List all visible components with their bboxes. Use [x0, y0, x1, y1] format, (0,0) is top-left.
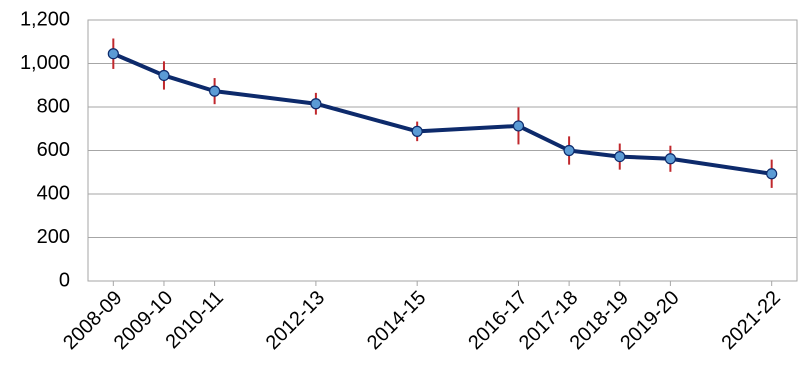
x-tick-label: 2021-22: [717, 287, 784, 354]
y-tick-label: 400: [37, 182, 70, 204]
marker: [512, 120, 525, 132]
y-tick-label: 0: [59, 269, 70, 291]
marker: [563, 144, 575, 157]
y-tick-label: 800: [37, 95, 70, 117]
x-tick-label: 2012-13: [262, 287, 329, 354]
y-tick-label: 1,000: [20, 52, 70, 74]
marker: [310, 98, 322, 110]
marker: [158, 69, 170, 82]
y-tick-label: 600: [37, 139, 70, 161]
marker: [766, 168, 778, 180]
marker: [664, 153, 676, 165]
marker: [209, 85, 221, 97]
y-tick-label: 200: [37, 226, 70, 248]
line: [112, 51, 772, 176]
x-tick-label: 2014-15: [363, 287, 430, 354]
plot-border: [87, 19, 798, 282]
y-tick-label: 1,200: [20, 8, 70, 30]
marker: [614, 150, 626, 163]
marker: [411, 125, 423, 137]
marker: [107, 48, 119, 60]
